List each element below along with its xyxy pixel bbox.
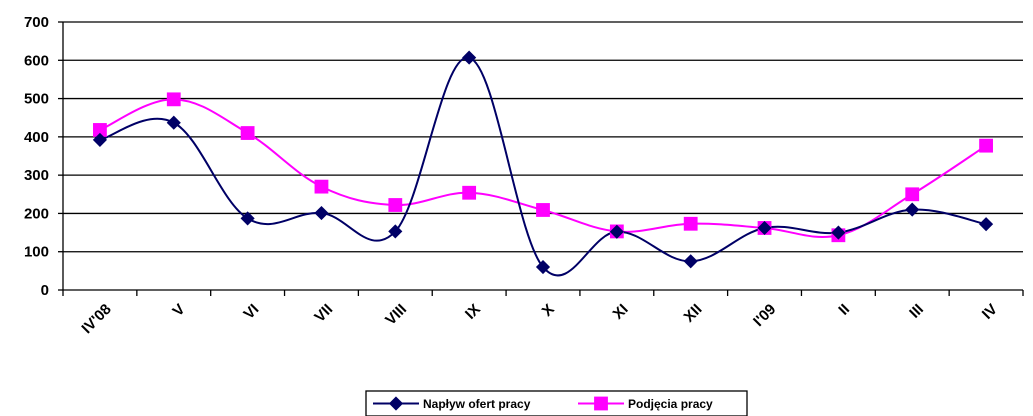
x-tick-label: V <box>169 301 188 320</box>
series-1-point <box>905 187 920 202</box>
x-tick-label: I'09 <box>750 301 779 330</box>
series-0-point <box>683 254 698 269</box>
legend-label: Podjęcia pracy <box>628 397 713 411</box>
x-tick-label: X <box>539 301 558 320</box>
legend-swatch-marker-1 <box>594 396 608 411</box>
series-1-point <box>683 216 698 231</box>
gridlines <box>63 21 1023 253</box>
y-tick-label: 100 <box>24 244 49 261</box>
series-1-point <box>536 203 550 217</box>
series-0-point <box>757 220 772 236</box>
series-0-point <box>535 259 551 275</box>
y-tick-label: 300 <box>24 167 49 184</box>
y-tick-label: 700 <box>24 14 49 31</box>
series-0-point <box>462 50 477 65</box>
x-tick-label: VIII <box>382 301 410 329</box>
x-tick-label: XI <box>610 301 632 323</box>
y-tick-label: 400 <box>24 129 49 146</box>
x-tick-label: VII <box>311 301 336 326</box>
series-1-point <box>240 126 255 140</box>
x-tick-label: IX <box>462 301 484 323</box>
series-0-point <box>388 224 403 239</box>
legend-box <box>365 390 748 416</box>
x-tick-label: III <box>906 301 927 322</box>
legend: Napływ ofert pracy Podjęcia pracy <box>365 390 748 416</box>
series-markers <box>92 50 994 275</box>
series-0-point <box>92 132 107 147</box>
x-tick-label: IV'08 <box>78 301 114 337</box>
series-1-point <box>388 198 403 212</box>
series-line-0 <box>99 56 987 277</box>
x-tick-labels: IV'08 V VI VII VIII IX X XI XII I'09 II III IV <box>78 301 1001 337</box>
series-0-point <box>166 115 181 130</box>
y-tick-label: 600 <box>24 52 49 69</box>
x-tick-label: XII <box>681 301 706 326</box>
series-0-point <box>240 211 255 226</box>
y-tick-label: 500 <box>24 91 49 108</box>
y-tick-label: 0 <box>41 282 49 299</box>
axes <box>58 21 1024 296</box>
x-tick-label: II <box>835 301 853 319</box>
series-lines <box>99 56 987 277</box>
series-1-point <box>166 92 181 107</box>
x-tick-label: IV <box>979 301 1001 323</box>
y-tick-labels: 0 100 200 300 400 500 600 700 <box>24 14 49 299</box>
series-1-point <box>314 179 329 194</box>
series-0-point <box>905 202 920 217</box>
series-0-point <box>831 225 846 240</box>
y-tick-label: 200 <box>24 205 49 222</box>
series-0-point <box>979 217 994 232</box>
series-0-point <box>609 224 624 239</box>
series-1-point <box>462 185 477 200</box>
series-0-point <box>314 205 329 221</box>
legend-swatch-marker-0 <box>388 396 404 411</box>
x-tick-label: VI <box>240 301 262 323</box>
series-1-point <box>979 138 993 153</box>
legend-label: Napływ ofert pracy <box>423 397 531 411</box>
